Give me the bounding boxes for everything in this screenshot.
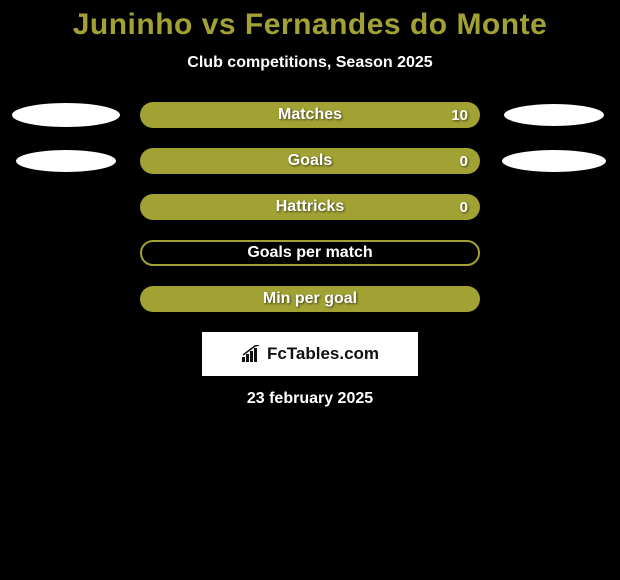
stat-row: Matches 10 (0, 102, 620, 128)
logo-text: FcTables.com (267, 344, 379, 364)
right-slot (480, 104, 608, 126)
stat-row: Hattricks 0 (0, 194, 620, 220)
player-right-ellipse (504, 104, 604, 126)
stat-bar: Hattricks 0 (140, 194, 480, 220)
stat-rows: Matches 10 Goals 0 Hattricks 0 Goals per match… (0, 102, 620, 312)
left-slot (12, 103, 140, 127)
stat-bar: Min per goal (140, 286, 480, 312)
stat-label: Min per goal (263, 290, 357, 308)
stat-row: Min per goal (0, 286, 620, 312)
page-title: Juninho vs Fernandes do Monte (0, 8, 620, 42)
stat-value-right: 0 (460, 199, 468, 216)
stat-label: Matches (278, 106, 342, 124)
stat-bar: Matches 10 (140, 102, 480, 128)
stat-bar: Goals 0 (140, 148, 480, 174)
date-text: 23 february 2025 (0, 390, 620, 408)
chart-icon (241, 345, 263, 363)
stat-row: Goals per match (0, 240, 620, 266)
stat-row: Goals 0 (0, 148, 620, 174)
player-left-ellipse (16, 150, 116, 172)
stat-label: Goals (288, 152, 332, 170)
stat-label: Hattricks (276, 198, 344, 216)
stat-value-right: 0 (460, 153, 468, 170)
player-right-ellipse (502, 150, 606, 172)
comparison-container: Juninho vs Fernandes do Monte Club compe… (0, 0, 620, 408)
right-slot (480, 150, 608, 172)
logo-content: FcTables.com (241, 344, 379, 364)
stat-label: Goals per match (247, 244, 372, 262)
logo-box: FcTables.com (202, 332, 418, 376)
subtitle: Club competitions, Season 2025 (0, 54, 620, 72)
stat-bar: Goals per match (140, 240, 480, 266)
stat-value-right: 10 (451, 107, 468, 124)
player-left-ellipse (12, 103, 120, 127)
left-slot (12, 150, 140, 172)
